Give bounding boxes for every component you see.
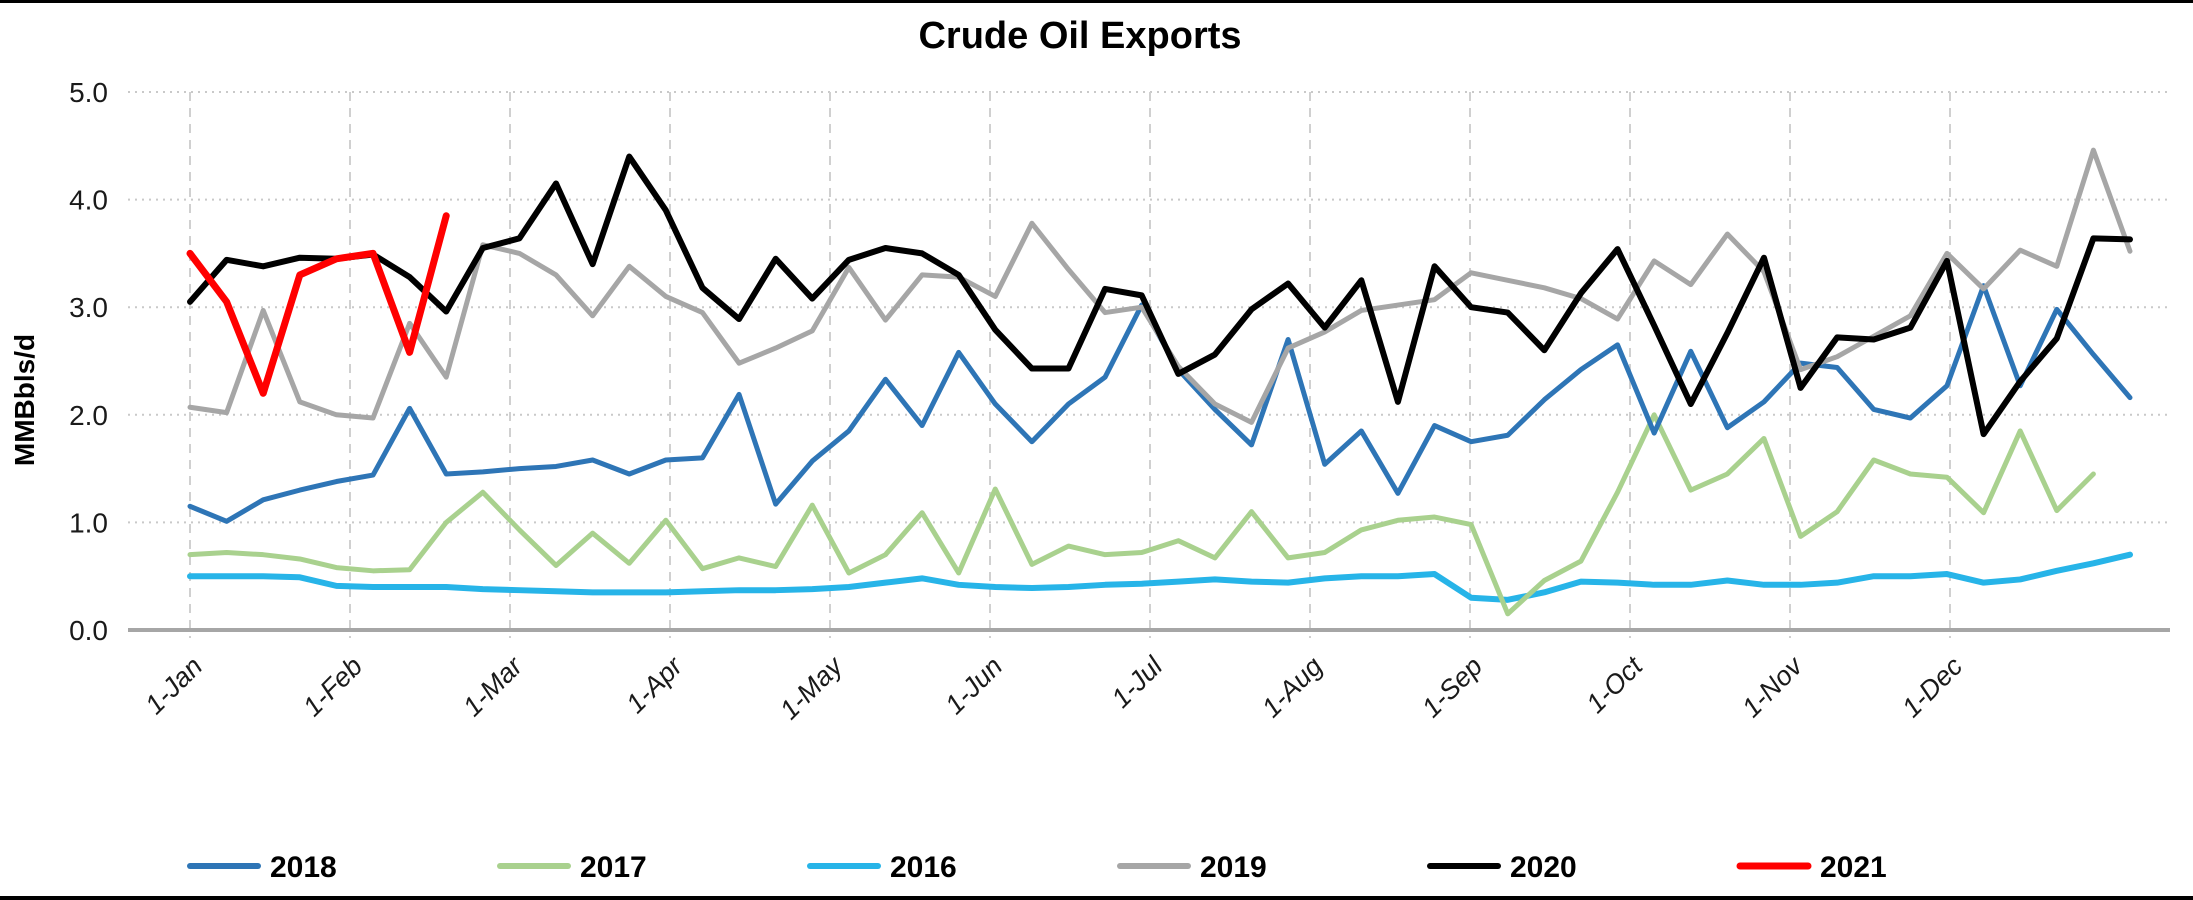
top-border — [0, 0, 2193, 3]
y-tick-label: 2.0 — [69, 400, 108, 431]
plot-gridlines — [128, 91, 2170, 638]
chart-title: Crude Oil Exports — [918, 15, 1241, 57]
legend-label-2020: 2020 — [1510, 851, 1577, 884]
y-tick-label: 4.0 — [69, 185, 108, 216]
series-line-2021 — [186, 212, 450, 397]
y-tick-label: 1.0 — [69, 507, 108, 538]
legend: 2018 2017 2016 2019 2020 2021 — [187, 851, 1887, 884]
y-axis-label: MMBbls/d — [9, 334, 40, 466]
legend-item-2021: 2021 — [1736, 851, 1887, 884]
legend-item-2020: 2020 — [1427, 851, 1577, 884]
y-tick-label: 5.0 — [69, 77, 108, 108]
legend-item-2019: 2019 — [1117, 851, 1267, 884]
bottom-border — [0, 896, 2193, 900]
legend-label-2019: 2019 — [1200, 851, 1267, 884]
legend-item-2018: 2018 — [187, 851, 337, 884]
series-line-2017 — [187, 412, 2096, 617]
legend-label-2016: 2016 — [890, 851, 957, 884]
legend-item-2016: 2016 — [807, 851, 957, 884]
legend-label-2018: 2018 — [270, 851, 337, 884]
legend-item-2017: 2017 — [497, 851, 647, 884]
y-tick-label: 0.0 — [69, 615, 108, 646]
legend-label-2021: 2021 — [1820, 851, 1887, 884]
series-lines — [186, 147, 2133, 617]
y-tick-label: 3.0 — [69, 292, 108, 323]
series-line-2020 — [187, 153, 2133, 438]
legend-label-2017: 2017 — [580, 851, 647, 884]
series-line-2016 — [187, 551, 2133, 603]
